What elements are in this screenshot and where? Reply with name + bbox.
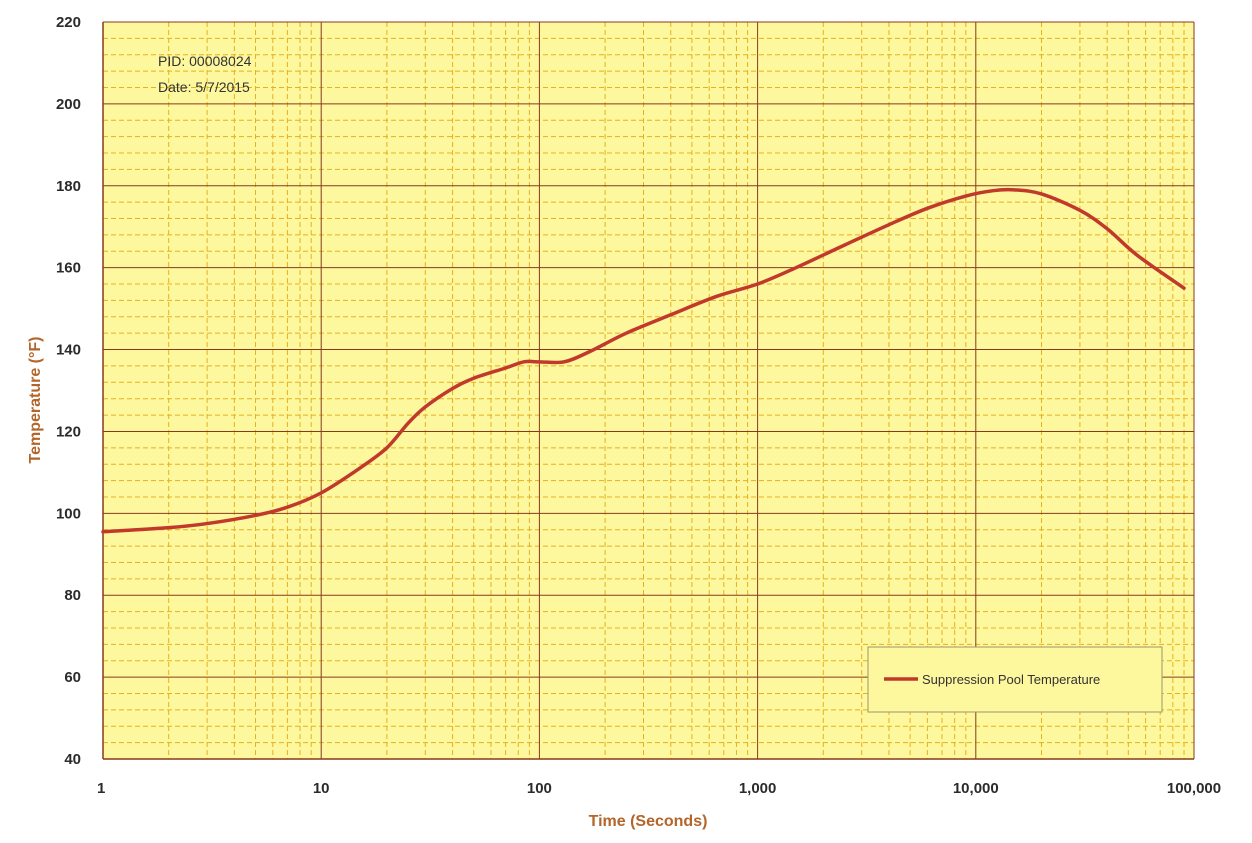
y-tick-label: 80 <box>64 587 81 604</box>
plot-area <box>103 22 1194 759</box>
date-annotation: Date: 5/7/2015 <box>158 79 250 95</box>
series-line-suppression-pool-temperature <box>101 187 1186 534</box>
y-axis-ticks: 40 60 80 100 120 140 160 180 200 220 <box>56 14 81 768</box>
y-tick-label: 40 <box>64 751 81 768</box>
pid-annotation: PID: 00008024 <box>158 53 252 69</box>
y-tick-label: 180 <box>56 178 81 195</box>
y-tick-label: 120 <box>56 423 81 440</box>
x-tick-label: 10 <box>313 780 330 797</box>
y-axis-title: Temperature (°F) <box>27 336 44 463</box>
y-tick-label: 200 <box>56 96 81 113</box>
x-axis-title: Time (Seconds) <box>589 813 708 830</box>
series-layer <box>101 187 1186 534</box>
legend: Suppression Pool Temperature <box>867 646 1163 713</box>
major-grid <box>102 21 1195 760</box>
y-tick-label: 220 <box>56 14 81 31</box>
x-axis-ticks: 1 10 100 1,000 10,000 100,000 <box>97 780 1221 797</box>
x-tick-label: 1 <box>97 780 105 797</box>
legend-label: Suppression Pool Temperature <box>922 672 1100 687</box>
y-tick-label: 160 <box>56 260 81 277</box>
y-tick-label: 100 <box>56 505 81 522</box>
x-tick-label: 100 <box>527 780 552 797</box>
y-tick-label: 60 <box>64 669 81 686</box>
y-tick-label: 140 <box>56 342 81 359</box>
x-tick-label: 100,000 <box>1167 780 1221 797</box>
minor-grid <box>103 22 1194 759</box>
x-tick-label: 10,000 <box>953 780 999 797</box>
x-tick-label: 1,000 <box>739 780 777 797</box>
